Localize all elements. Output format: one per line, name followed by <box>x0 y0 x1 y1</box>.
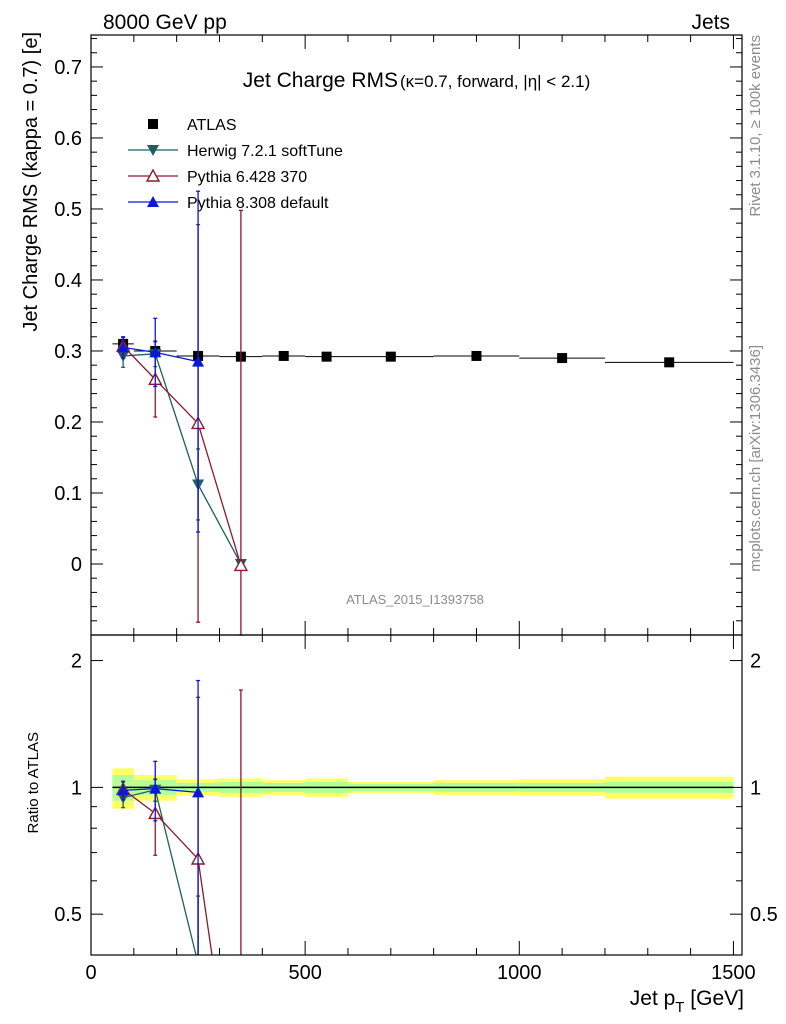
legend-entry: Herwig 7.2.1 softTune <box>128 143 343 160</box>
ratio-data-point <box>149 782 162 794</box>
ratio-series-pythia-6-428-370 <box>115 689 243 956</box>
main-y-axis-label: Jet Charge RMS (kappa = 0.7) [e] <box>20 32 42 332</box>
series-herwig-7-2-1-softtune <box>117 340 247 570</box>
y-tick-label: 0.7 <box>54 57 82 79</box>
legend: ATLAS Herwig 7.2.1 softTune Pythia 6.428 3… <box>128 117 343 212</box>
main-plot-series <box>112 190 734 636</box>
ratio-series-line <box>122 788 213 956</box>
legend-marker <box>147 145 159 156</box>
rivet-label: Rivet 3.1.10, ≥ 100k events <box>747 35 764 217</box>
ratio-plot-series <box>115 679 243 956</box>
legend-marker <box>148 119 158 129</box>
analysis-id: ATLAS_2015_I1393758 <box>346 592 484 607</box>
ratio-y-axis-label: Ratio to ATLAS <box>25 732 42 833</box>
series-line <box>122 345 242 566</box>
ratio-y-tick-label-right: 1 <box>750 777 761 799</box>
legend-entry: Pythia 6.428 370 <box>128 168 307 186</box>
ratio-data-point <box>117 784 130 796</box>
ratio-band-layer <box>112 768 734 809</box>
data-point <box>117 341 130 353</box>
atlas-data-point <box>385 351 396 362</box>
legend-marker <box>147 196 159 207</box>
mcplots-label: mcplots.cern.ch [arXiv:1306.3436] <box>747 345 764 572</box>
y-tick-label: 0.3 <box>54 341 82 363</box>
x-tick-label: 0 <box>85 962 96 984</box>
legend-label: Herwig 7.2.1 softTune <box>187 143 343 160</box>
data-point <box>233 557 249 572</box>
legend-label: Pythia 6.428 370 <box>187 169 307 186</box>
legend-label: ATLAS <box>187 117 237 134</box>
y-tick-label: 0 <box>71 554 82 576</box>
atlas-data-point <box>321 351 332 362</box>
data-point <box>149 346 162 358</box>
ratio-y-tick-label: 2 <box>71 651 82 673</box>
atlas-data-point <box>664 357 675 368</box>
x-tick-label: 500 <box>288 962 321 984</box>
y-tick-label: 0.4 <box>54 270 82 292</box>
ratio-y-tick-label: 1 <box>71 777 82 799</box>
series-pythia-6-428-370 <box>115 209 249 636</box>
legend-entry: ATLAS <box>148 117 237 134</box>
ratio-series-pythia-8-308-default <box>117 679 205 955</box>
ratio-y-tick-label: 0.5 <box>54 904 82 926</box>
y-tick-label: 0.1 <box>54 483 82 505</box>
x-tick-label: 1000 <box>497 962 542 984</box>
series-pythia-8-308-default <box>117 190 205 533</box>
energy-label: 8000 GeV pp <box>103 11 227 34</box>
ratio-y-tick-label-right: 2 <box>750 651 761 673</box>
chart-subtitle: (κ=0.7, forward, |η| < 2.1) <box>400 72 590 91</box>
series-atlas <box>112 338 734 368</box>
atlas-data-point <box>471 350 482 361</box>
legend-entry: Pythia 8.308 default <box>128 195 329 212</box>
legend-marker <box>145 168 161 182</box>
x-tick-label: 1500 <box>711 962 756 984</box>
ratio-y-tick-label-right: 0.5 <box>750 904 778 926</box>
legend-label: Pythia 8.308 default <box>187 195 329 212</box>
y-tick-label: 0.2 <box>54 412 82 434</box>
x-axis-label: Jet pT [GeV] <box>630 987 744 1016</box>
y-tick-label: 0.6 <box>54 128 82 150</box>
ratio-plot-frame <box>90 634 743 956</box>
category-label: Jets <box>691 11 730 34</box>
data-point <box>192 355 205 367</box>
atlas-data-point <box>557 353 568 364</box>
series-line <box>123 353 242 565</box>
chart-title: Jet Charge RMS <box>243 69 398 92</box>
ratio-data-point <box>192 786 205 798</box>
ratio-plot-axes: 0.5 0.5 1 1 2 2 0 500 1000 1500 <box>54 634 778 984</box>
y-tick-label: 0.5 <box>54 199 82 221</box>
atlas-data-point <box>278 350 289 361</box>
